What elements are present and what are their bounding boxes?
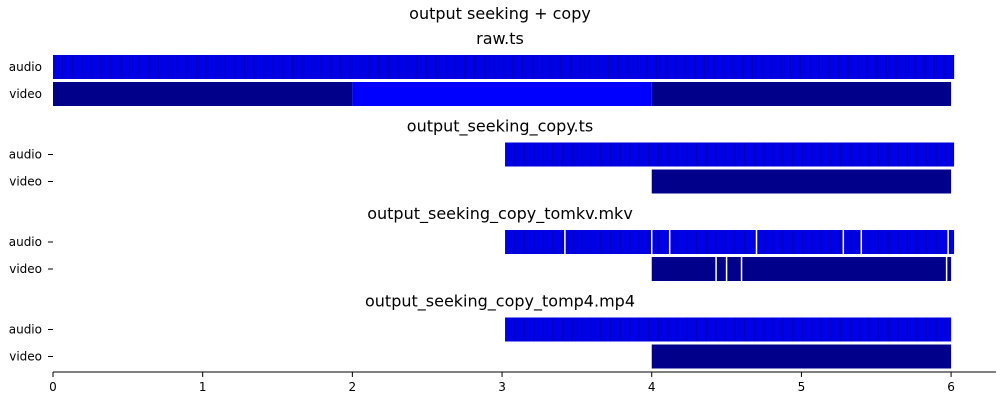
track-label: video bbox=[9, 262, 42, 276]
track-label: video bbox=[9, 350, 42, 364]
track-label: audio bbox=[9, 148, 42, 162]
track-label: audio bbox=[9, 60, 42, 74]
track-video: video bbox=[9, 344, 952, 369]
track-label: video bbox=[9, 175, 42, 189]
video-segment bbox=[651, 344, 952, 369]
x-tick-label: 4 bbox=[648, 380, 656, 394]
panel-title: output_seeking_copy.ts bbox=[407, 117, 593, 137]
audio-bar bbox=[505, 317, 952, 342]
track-video: video bbox=[9, 82, 952, 106]
video-segment bbox=[651, 82, 952, 106]
panels: raw.tsaudiovideooutput_seeking_copy.tsau… bbox=[9, 29, 955, 369]
track-audio: audio bbox=[9, 55, 955, 79]
x-tick-label: 1 bbox=[199, 380, 207, 394]
panel-title: output_seeking_copy_tomkv.mkv bbox=[367, 204, 633, 224]
x-tick-label: 0 bbox=[49, 380, 57, 394]
x-tick-label: 3 bbox=[498, 380, 506, 394]
track-audio: audio bbox=[9, 230, 955, 254]
video-keyframe-segment bbox=[352, 82, 652, 106]
track-audio: audio bbox=[9, 317, 952, 342]
figure-title: output seeking + copy bbox=[409, 4, 591, 23]
x-axis: 0 1 2 3 4 5 6 bbox=[49, 371, 996, 394]
track-label: audio bbox=[9, 235, 42, 249]
track-video: video bbox=[9, 169, 952, 194]
track-label: audio bbox=[9, 323, 42, 337]
video-segment bbox=[53, 82, 353, 106]
panel: raw.ts audio video bbox=[9, 29, 955, 106]
track-audio: audio bbox=[9, 142, 955, 167]
panel-title: raw.ts bbox=[476, 29, 524, 48]
x-tick-label: 2 bbox=[349, 380, 357, 394]
track-video: video bbox=[9, 257, 952, 281]
x-tick-label: 6 bbox=[947, 380, 955, 394]
panel-title: output_seeking_copy_tomp4.mp4 bbox=[365, 292, 635, 312]
video-segment bbox=[651, 257, 952, 281]
x-tick-label: 5 bbox=[798, 380, 806, 394]
track-label: video bbox=[9, 87, 42, 101]
video-segment bbox=[651, 169, 952, 194]
